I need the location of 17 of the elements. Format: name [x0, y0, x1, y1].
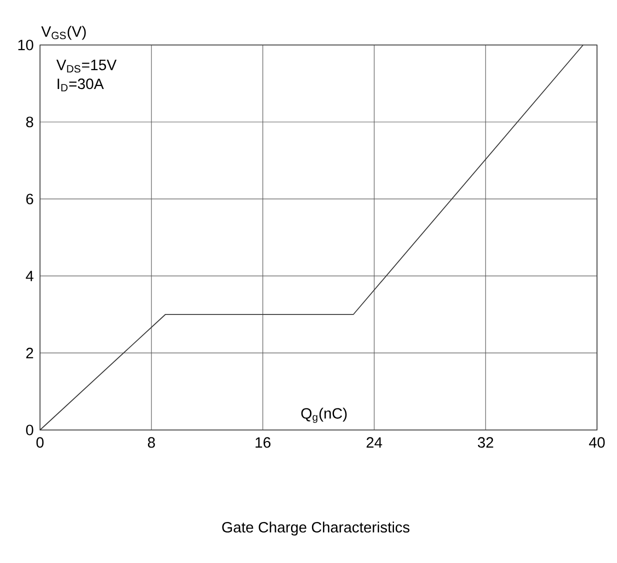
x-tick-label: 8 — [148, 437, 155, 448]
x-tick-label: 32 — [478, 437, 494, 448]
y-tick-label: 8 — [26, 116, 34, 128]
y-tick-label: 0 — [26, 424, 34, 436]
x-axis-title: Q$_{g}$(nC) — [301, 408, 347, 423]
x-tick-label: 24 — [366, 437, 382, 448]
annotation: I$_{D}$=30A — [58, 78, 104, 92]
x-tick-label: 16 — [256, 437, 270, 448]
y-tick-label: 6 — [26, 194, 34, 204]
y-tick-label: 2 — [26, 348, 34, 358]
annotation: V$_{DS}$=15V — [56, 60, 117, 73]
y-tick-label: 4 — [26, 270, 34, 282]
x-tick-label: 40 — [589, 437, 605, 448]
x-tick-label: 0 — [36, 437, 44, 448]
y-tick-label: 10 — [18, 40, 34, 50]
y-axis-title: V$_{GS}$(V) — [41, 26, 86, 40]
text: Gate Charge Characteristics — [222, 522, 410, 536]
